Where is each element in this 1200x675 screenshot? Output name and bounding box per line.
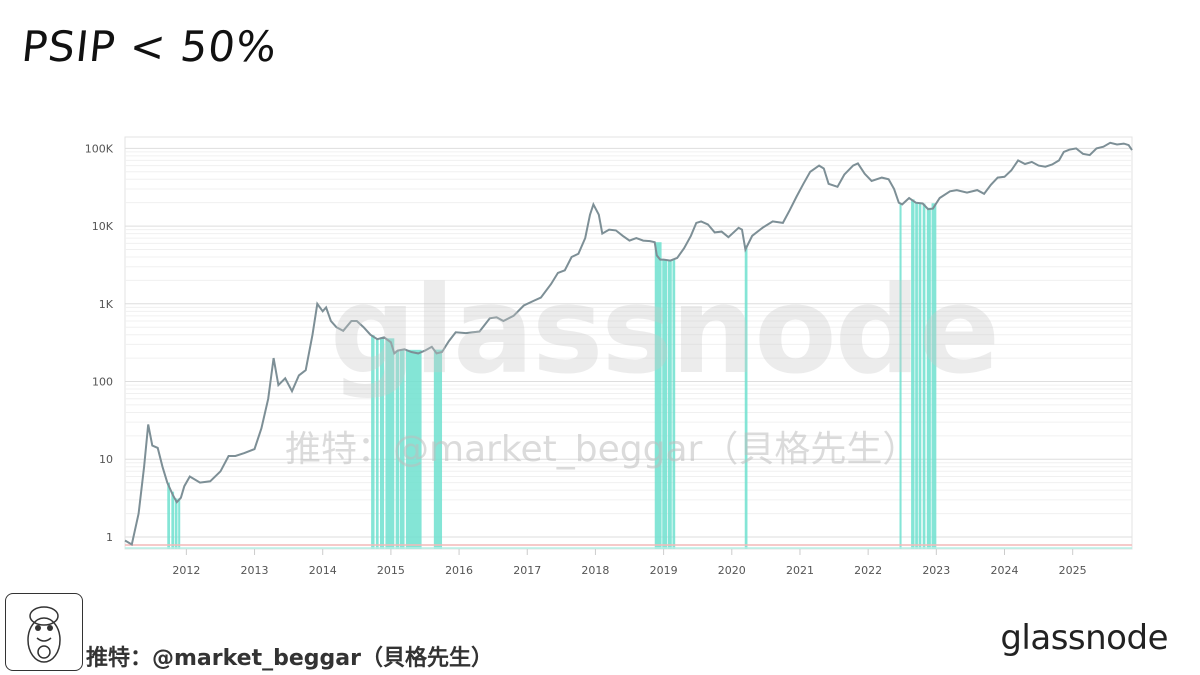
highlight-band (931, 203, 937, 549)
x-axis-ticks: 2012 2013 2014 2015 2016 2017 2018 2019 2020 2021… (172, 549, 1087, 577)
psip-highlight-bands (167, 199, 937, 550)
highlight-band (405, 349, 422, 549)
plot-area (124, 136, 1133, 550)
highlight-band (178, 498, 181, 549)
glassnode-logo: glassnode (1000, 618, 1168, 658)
highlight-band (433, 349, 443, 549)
x-tick-label: 2016 (445, 564, 473, 577)
x-tick-label: 2013 (241, 564, 269, 577)
y-tick-label: 1 (106, 531, 113, 544)
btc-price-line (124, 141, 1133, 547)
highlight-band (667, 260, 672, 549)
highlight-band (395, 350, 400, 549)
highlight-band (744, 245, 748, 550)
highlight-band (379, 337, 385, 549)
highlight-band (918, 203, 922, 549)
x-tick-label: 2017 (513, 564, 541, 577)
x-tick-label: 2021 (786, 564, 814, 577)
highlight-band (672, 258, 676, 549)
y-tick-label: 1K (99, 298, 114, 311)
highlight-band (915, 202, 918, 549)
highlight-band (654, 242, 662, 550)
y-tick-label: 100K (85, 142, 114, 155)
x-tick-label: 2015 (377, 564, 405, 577)
highlight-band (399, 349, 405, 549)
highlight-band (371, 335, 375, 549)
highlight-band (926, 207, 931, 549)
x-tick-label: 2022 (854, 564, 882, 577)
x-tick-label: 2023 (922, 564, 950, 577)
highlight-band (174, 498, 178, 549)
x-tick-label: 2012 (172, 564, 200, 577)
highlight-band (922, 203, 926, 549)
x-tick-label: 2025 (1059, 564, 1087, 577)
y-axis-ticks: 1 10 100 1K 10K 100K (85, 142, 114, 544)
highlight-band (899, 203, 902, 549)
author-handle: 推特：@market_beggar（貝格先生） (86, 646, 493, 671)
cartoon-avatar-icon (5, 593, 83, 671)
x-tick-label: 2018 (581, 564, 609, 577)
highlight-band (171, 491, 175, 549)
highlight-band (662, 259, 668, 549)
highlight-band (911, 199, 915, 550)
y-tick-label: 10 (99, 453, 113, 466)
y-tick-label: 100 (92, 376, 113, 389)
x-tick-label: 2019 (650, 564, 678, 577)
x-tick-label: 2024 (991, 564, 1019, 577)
x-tick-label: 2020 (718, 564, 746, 577)
y-tick-label: 10K (92, 220, 114, 233)
highlight-band (375, 338, 379, 549)
grid-lines (125, 147, 1132, 538)
x-tick-label: 2014 (309, 564, 337, 577)
highlight-band (385, 338, 395, 549)
highlight-band (167, 482, 170, 549)
